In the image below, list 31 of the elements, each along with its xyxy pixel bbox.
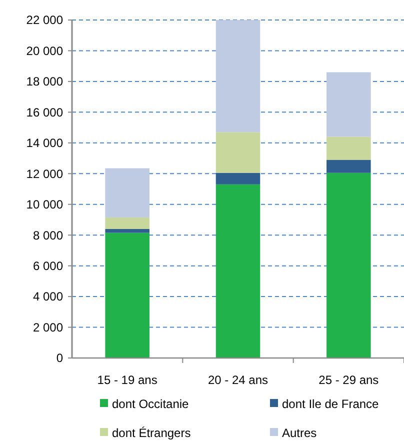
legend-label: dont Étrangers: [112, 426, 191, 440]
y-tick-label: 6 000: [32, 259, 64, 274]
y-tick-label: 10 000: [26, 198, 64, 212]
bar: [216, 20, 260, 132]
bar: [216, 172, 260, 184]
bar: [326, 72, 371, 137]
y-tick-label: 8 000: [32, 228, 64, 242]
legend-label: Autres: [282, 426, 317, 440]
bar: [326, 172, 371, 358]
bar: [105, 228, 150, 233]
y-tick-label: 20 000: [26, 44, 64, 58]
bar: [105, 168, 150, 218]
y-tick-label: 4 000: [32, 290, 64, 304]
bar: [216, 132, 260, 173]
x-tick-label: 15 - 19 ans: [97, 373, 158, 387]
bar: [105, 217, 150, 229]
y-tick-label: 0: [56, 351, 64, 366]
bar: [326, 160, 371, 173]
bar: [105, 232, 150, 358]
bar: [216, 184, 260, 358]
y-tick-label: 12 000: [26, 166, 64, 181]
y-tick-label: 14 000: [26, 136, 64, 150]
legend-label: dont Occitanie: [112, 397, 190, 411]
y-tick-label: 18 000: [26, 74, 64, 89]
y-tick-label: 22 000: [26, 13, 64, 28]
y-tick-label: 16 000: [26, 105, 64, 120]
x-tick-label: 20 - 24 ans: [208, 373, 268, 387]
bar: [326, 136, 371, 160]
y-tick-label: 2 000: [32, 320, 64, 334]
x-tick-label: 25 - 29 ans: [318, 373, 379, 387]
legend-label: dont Ile de France: [282, 397, 380, 411]
